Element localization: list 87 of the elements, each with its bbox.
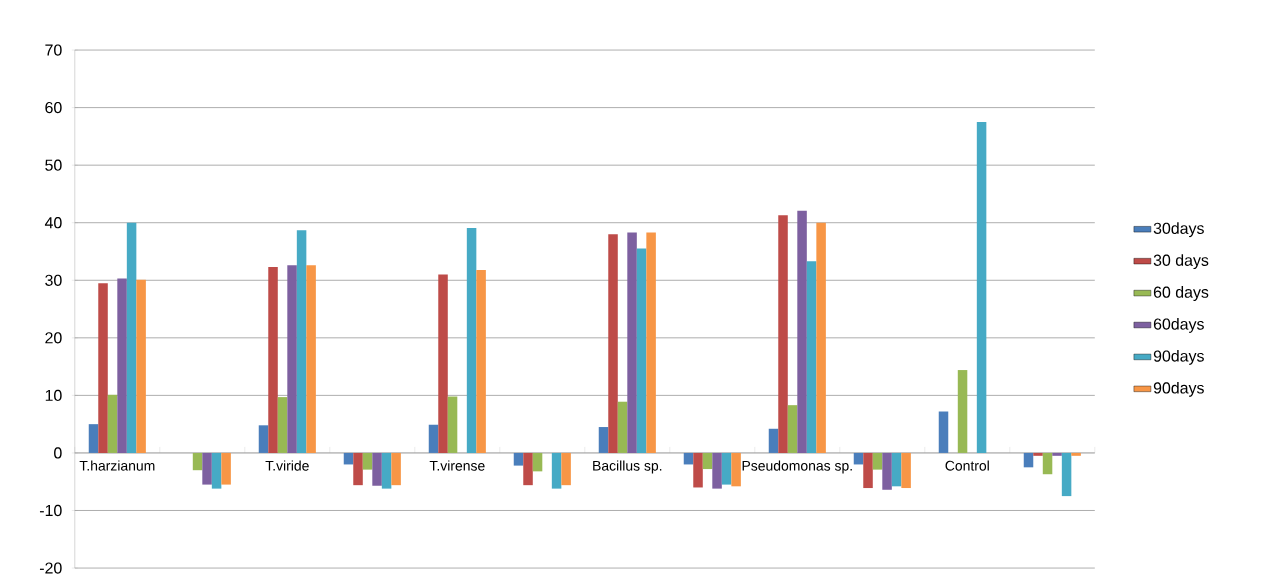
x-tick-label: Control <box>945 460 989 471</box>
bar <box>447 396 458 453</box>
y-tick-label: -10 <box>39 504 62 517</box>
bar <box>343 452 354 465</box>
bar <box>938 411 949 453</box>
bar <box>976 121 987 453</box>
bar <box>353 452 363 486</box>
bar <box>428 424 439 453</box>
x-tick-label: T.harzianum <box>79 460 155 471</box>
bar <box>891 452 902 487</box>
bar <box>372 452 382 486</box>
bar <box>882 452 892 490</box>
bar <box>608 234 618 453</box>
bar <box>872 452 883 470</box>
y-tick-label: 60 <box>45 101 62 114</box>
bar <box>476 269 486 453</box>
bar <box>712 452 722 489</box>
bar <box>1033 452 1043 456</box>
bar <box>296 230 307 453</box>
bar <box>1052 452 1062 456</box>
bar <box>551 452 562 489</box>
bar <box>598 427 609 453</box>
bar <box>768 428 779 453</box>
x-tick-label: Pseudomonas sp. <box>742 460 852 474</box>
bar <box>438 274 448 453</box>
bar <box>221 452 231 485</box>
legend-label: 30 days <box>1153 254 1209 270</box>
y-tick-label: 10 <box>45 389 62 402</box>
bar <box>806 261 817 453</box>
bar <box>901 452 911 489</box>
y-tick-label: 30 <box>45 274 62 286</box>
bar <box>381 452 392 489</box>
bar <box>797 210 807 453</box>
bar <box>561 452 571 486</box>
legend-label: 30days <box>1153 222 1204 238</box>
bar <box>853 452 864 465</box>
bar <box>1042 452 1053 475</box>
bar <box>627 232 637 453</box>
bar <box>513 452 524 466</box>
bar <box>211 452 222 489</box>
bar <box>268 267 278 453</box>
bar <box>617 401 628 453</box>
bar <box>362 452 373 470</box>
bar <box>391 452 401 486</box>
bar <box>693 452 703 488</box>
bar <box>863 452 873 489</box>
bar <box>192 452 203 471</box>
bar <box>787 405 798 453</box>
x-tick-label: Bacillus sp. <box>593 460 662 474</box>
y-tick-label: -20 <box>39 562 62 574</box>
legend-label: 90days <box>1153 381 1204 397</box>
bar <box>778 215 788 453</box>
x-tick-label: T.viride <box>265 460 309 471</box>
bar <box>126 222 137 453</box>
bar <box>731 452 741 487</box>
bar <box>117 278 127 453</box>
y-tick-label: 0 <box>54 447 62 459</box>
bar <box>136 279 146 453</box>
bar <box>1061 452 1072 497</box>
x-tick-label: T.virense <box>429 460 485 471</box>
y-tick-label: 70 <box>45 44 62 56</box>
bar <box>258 425 269 453</box>
bar <box>1071 452 1081 456</box>
bar <box>683 452 694 465</box>
bar <box>702 452 713 470</box>
bar <box>1023 452 1034 468</box>
bar <box>636 248 647 453</box>
bar <box>816 222 826 453</box>
bar <box>98 283 108 453</box>
bar <box>306 265 316 453</box>
bar <box>287 265 297 453</box>
bar <box>957 370 968 453</box>
y-tick-label: 20 <box>45 332 62 344</box>
bar <box>646 232 656 453</box>
bar <box>721 452 732 485</box>
bar <box>107 394 118 453</box>
y-tick-label: 40 <box>44 217 62 229</box>
legend-label: 90days <box>1153 349 1204 365</box>
bar <box>88 424 99 453</box>
legend-label: 60 days <box>1153 286 1209 301</box>
y-tick-label: 50 <box>45 159 62 171</box>
bar <box>202 452 212 485</box>
bar <box>532 452 543 472</box>
bar <box>277 397 288 453</box>
legend-label: 60days <box>1153 318 1204 333</box>
bar <box>466 227 477 453</box>
bar <box>523 452 533 486</box>
